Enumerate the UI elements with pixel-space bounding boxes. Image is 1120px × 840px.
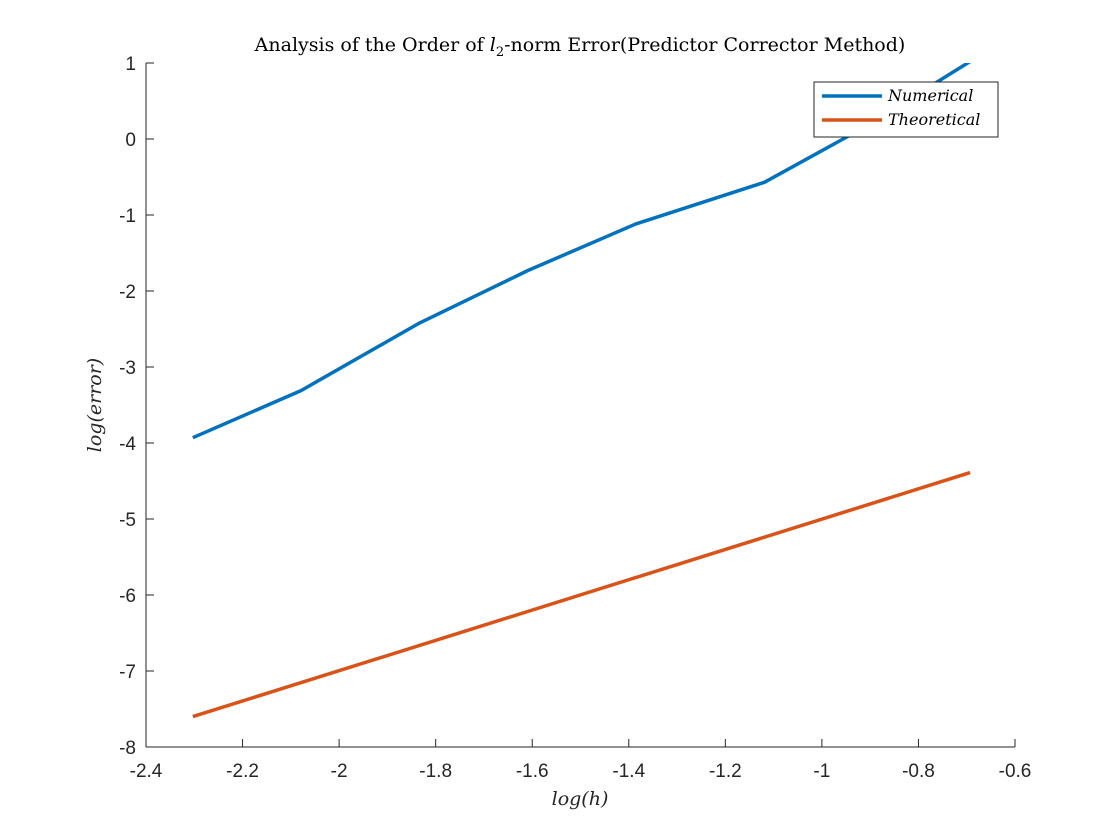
legend-label-numerical: Numerical	[887, 86, 973, 105]
y-tick-label: -2	[119, 282, 136, 303]
x-tick-label: -1.4	[612, 761, 645, 782]
x-tick-label: -2	[331, 761, 348, 782]
title-part-1: Analysis of the Order of	[254, 34, 490, 56]
x-tick-label: -1	[813, 761, 830, 782]
title-l-symbol: l	[490, 34, 496, 56]
y-tick-label: -7	[119, 662, 136, 683]
chart-title: Analysis of the Order of l2-norm Error(P…	[254, 34, 906, 60]
x-ticks: -2.4 -2.2 -2 -1.8 -1.6 -1.4 -1.2 -1 -0.8 -0.6	[130, 739, 1032, 782]
series-line-theoretical	[192, 470, 971, 719]
y-axis-label: log(error)	[84, 358, 106, 452]
x-tick-label: -1.6	[516, 761, 549, 782]
y-tick-label: -4	[119, 434, 136, 455]
x-tick-label: -1.8	[419, 761, 452, 782]
x-tick-label: -0.6	[999, 761, 1032, 782]
legend-label-theoretical: Theoretical	[888, 110, 980, 129]
legend-box	[813, 81, 999, 138]
y-tick-label: -3	[119, 358, 136, 379]
plot-area: -2.4 -2.2 -2 -1.8 -1.6 -1.4 -1.2 -1 -0.8 -0.6 -8-…	[119, 54, 1031, 782]
x-tick-label: -1.2	[709, 761, 742, 782]
title-part-2: -norm Error(Predictor Corrector Method)	[504, 34, 905, 56]
y-tick-label: -6	[119, 586, 136, 607]
title-subscript: 2	[496, 45, 504, 60]
y-tick-label: 0	[125, 130, 136, 151]
y-tick-label: -8	[119, 738, 136, 759]
x-axis-label: log(h)	[552, 788, 609, 810]
y-tick-label: 1	[125, 54, 136, 75]
y-tick-label: -1	[119, 206, 136, 227]
x-tick-label: -2.4	[130, 761, 163, 782]
legend: Numerical Theoretical	[813, 81, 999, 138]
y-ticks: -8 -7 -6 -5 -4 -3 -2 -1 0 1	[119, 54, 154, 759]
x-tick-label: -0.8	[902, 761, 935, 782]
y-tick-label: -5	[119, 510, 136, 531]
x-tick-label: -2.2	[226, 761, 259, 782]
